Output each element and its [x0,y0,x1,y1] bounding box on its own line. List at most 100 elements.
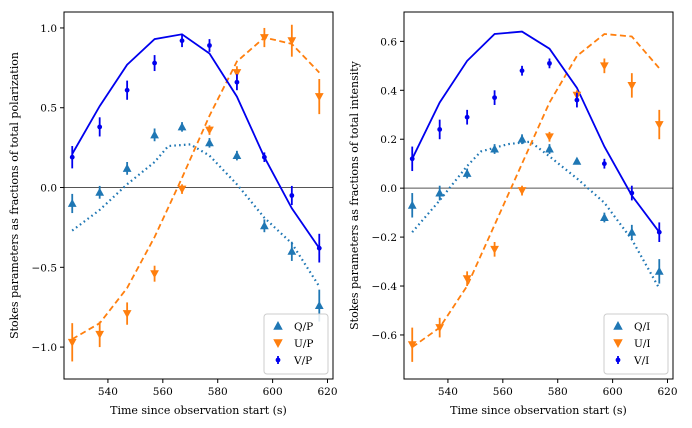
y-axis-label: Stokes parameters as fractions of total … [8,52,21,339]
legend-label: Q/P [294,321,313,333]
data-point-u-i [654,121,664,130]
data-point-q-p [95,187,105,196]
data-point-v-i [409,156,415,162]
y-tick-label: −0.4 [372,281,398,293]
x-tick-label: 560 [153,386,173,398]
data-point-v-i [437,127,443,132]
x-tick-label: 580 [548,386,568,398]
x-axis-label: Time since observation start (s) [450,404,627,417]
data-point-q-p [177,122,187,131]
legend-marker [613,339,623,348]
data-point-v-i [629,190,635,196]
data-point-q-i [490,144,499,153]
data-point-u-p [150,270,159,279]
data-point-u-p [67,338,77,347]
model-curve-v-p [71,33,321,249]
x-tick-label: 540 [438,386,458,398]
y-axis-label: Stokes parameters as fractions of total … [348,60,361,330]
data-point-q-p [122,163,132,172]
data-point-u-i [517,187,527,196]
data-point-q-i [600,212,609,221]
legend-label: U/I [634,338,651,350]
legend-label: V/P [293,355,312,367]
y-tick-label: −0.6 [372,330,398,342]
y-tick-label: 0.4 [380,85,397,97]
data-point-q-i [435,188,445,197]
model-curve-u-p [71,36,320,340]
legend-marker [273,339,283,348]
model-curve-u-i [411,33,660,348]
data-point-u-p [287,37,297,46]
data-point-q-i [517,134,527,143]
data-point-u-i [490,245,499,254]
data-point-v-p [234,79,240,85]
data-point-v-p [152,60,157,66]
legend-label: U/P [294,338,313,350]
x-tick-label: 560 [493,386,513,398]
data-point-q-i [545,144,554,153]
model-curve-q-i [411,140,661,290]
data-point-v-i [547,60,552,66]
data-point-u-p [260,34,269,43]
data-point-q-i [462,168,472,177]
y-tick-label: 0.5 [40,103,57,115]
panel-right-intensity: 540 560 580 600 620 0.6 0.4 0.2 0.0 −0.2 −0.4 −0.6 T… [348,11,678,417]
data-point-u-p [232,69,242,78]
data-point-u-p [314,93,324,102]
data-point-q-p [67,198,77,207]
y-tick-label: 0.0 [40,183,57,195]
data-point-u-p [177,185,187,194]
data-point-v-p [124,87,130,93]
data-point-u-p [122,310,132,319]
data-point-u-i [627,81,637,90]
legend-marker [613,321,623,330]
data-point-v-p [316,245,322,251]
data-point-q-i [407,200,417,209]
data-point-u-i [600,62,609,71]
plot-frame [403,11,674,380]
data-point-u-i [462,275,472,284]
y-tick-label: 1.0 [40,23,57,35]
data-point-v-i [464,114,470,120]
data-point-q-i [654,266,664,275]
data-point-v-i [656,229,662,235]
data-point-v-p [261,154,267,160]
data-point-q-p [314,301,324,310]
data-point-q-p [232,151,242,160]
data-point-q-p [205,138,214,147]
plot-frame [63,11,334,380]
y-tick-label: −1.0 [32,342,58,354]
data-point-v-p [207,43,212,48]
data-point-u-i [435,324,445,333]
y-tick-label: −0.2 [372,232,398,244]
data-point-q-i [627,227,637,236]
y-tick-label: 0.2 [380,134,397,146]
data-point-u-i [545,133,554,142]
panel-left-polarization: 540 560 580 600 620 1.0 0.5 0.0 −0.5 −1.0 Time sin… [8,11,338,417]
model-curve-q-p [71,143,321,288]
data-point-v-i [492,95,497,101]
data-point-v-p [69,154,75,160]
data-point-q-p [287,246,297,255]
x-tick-label: 540 [98,386,118,398]
data-point-u-p [205,126,214,135]
x-tick-label: 600 [603,386,623,398]
legend-marker [273,321,283,330]
data-point-q-p [260,221,269,230]
data-point-q-i [572,156,582,165]
y-tick-label: −0.5 [32,262,58,274]
legend-label: Q/I [634,321,650,333]
model-curve-v-i [411,30,661,233]
data-point-q-p [150,130,159,139]
x-tick-label: 620 [317,386,337,398]
data-point-v-p [97,124,103,130]
x-axis-label: Time since observation start (s) [110,404,287,417]
legend-marker [615,357,621,363]
x-tick-label: 600 [263,386,283,398]
data-point-v-i [601,161,607,167]
legend-marker [275,357,281,363]
y-tick-label: 0.6 [380,36,397,48]
data-point-v-i [574,97,580,103]
data-point-v-i [519,68,525,74]
